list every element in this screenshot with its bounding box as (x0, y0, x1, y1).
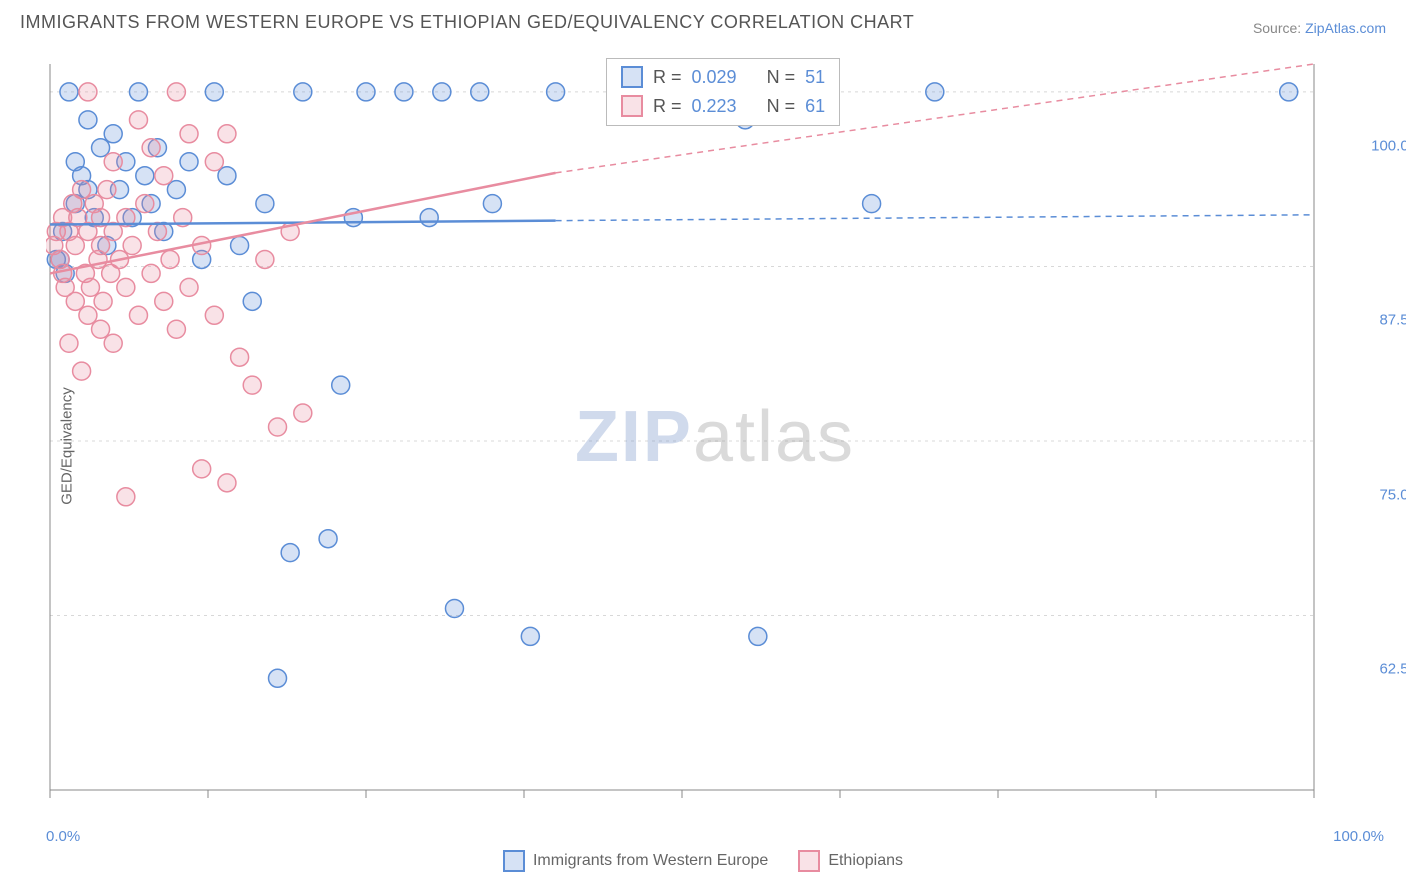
source-link[interactable]: ZipAtlas.com (1305, 20, 1386, 36)
chart-title: IMMIGRANTS FROM WESTERN EUROPE VS ETHIOP… (20, 12, 914, 33)
correlation-legend: R = 0.029 N = 51 R = 0.223 N = 61 (606, 58, 840, 126)
n-label: N = (767, 92, 796, 121)
x-axis-tick-labels: 0.0% 100.0% (46, 828, 1384, 848)
series-legend: Immigrants from Western Europe Ethiopians (0, 850, 1406, 872)
x-tick-min: 0.0% (46, 828, 80, 845)
legend-label: Immigrants from Western Europe (533, 852, 768, 870)
legend-swatch (621, 95, 643, 117)
r-label: R = (653, 92, 682, 121)
source-prefix: Source: (1253, 20, 1305, 36)
legend-swatch (798, 850, 820, 872)
legend-label: Ethiopians (828, 852, 903, 870)
plot-area: ZIPatlas R = 0.029 N = 51 R = 0.223 N = … (46, 54, 1384, 820)
r-value: 0.223 (692, 92, 737, 121)
legend-swatch (503, 850, 525, 872)
n-label: N = (767, 63, 796, 92)
legend-item: Immigrants from Western Europe (503, 850, 768, 872)
legend-swatch (621, 66, 643, 88)
n-value: 51 (805, 63, 825, 92)
n-value: 61 (805, 92, 825, 121)
r-legend-row: R = 0.223 N = 61 (621, 92, 825, 121)
r-value: 0.029 (692, 63, 737, 92)
r-legend-row: R = 0.029 N = 51 (621, 63, 825, 92)
x-tick-max: 100.0% (1333, 828, 1384, 845)
source-attribution: Source: ZipAtlas.com (1253, 20, 1386, 36)
legend-item: Ethiopians (798, 850, 903, 872)
r-label: R = (653, 63, 682, 92)
scatter-chart (46, 54, 1384, 820)
